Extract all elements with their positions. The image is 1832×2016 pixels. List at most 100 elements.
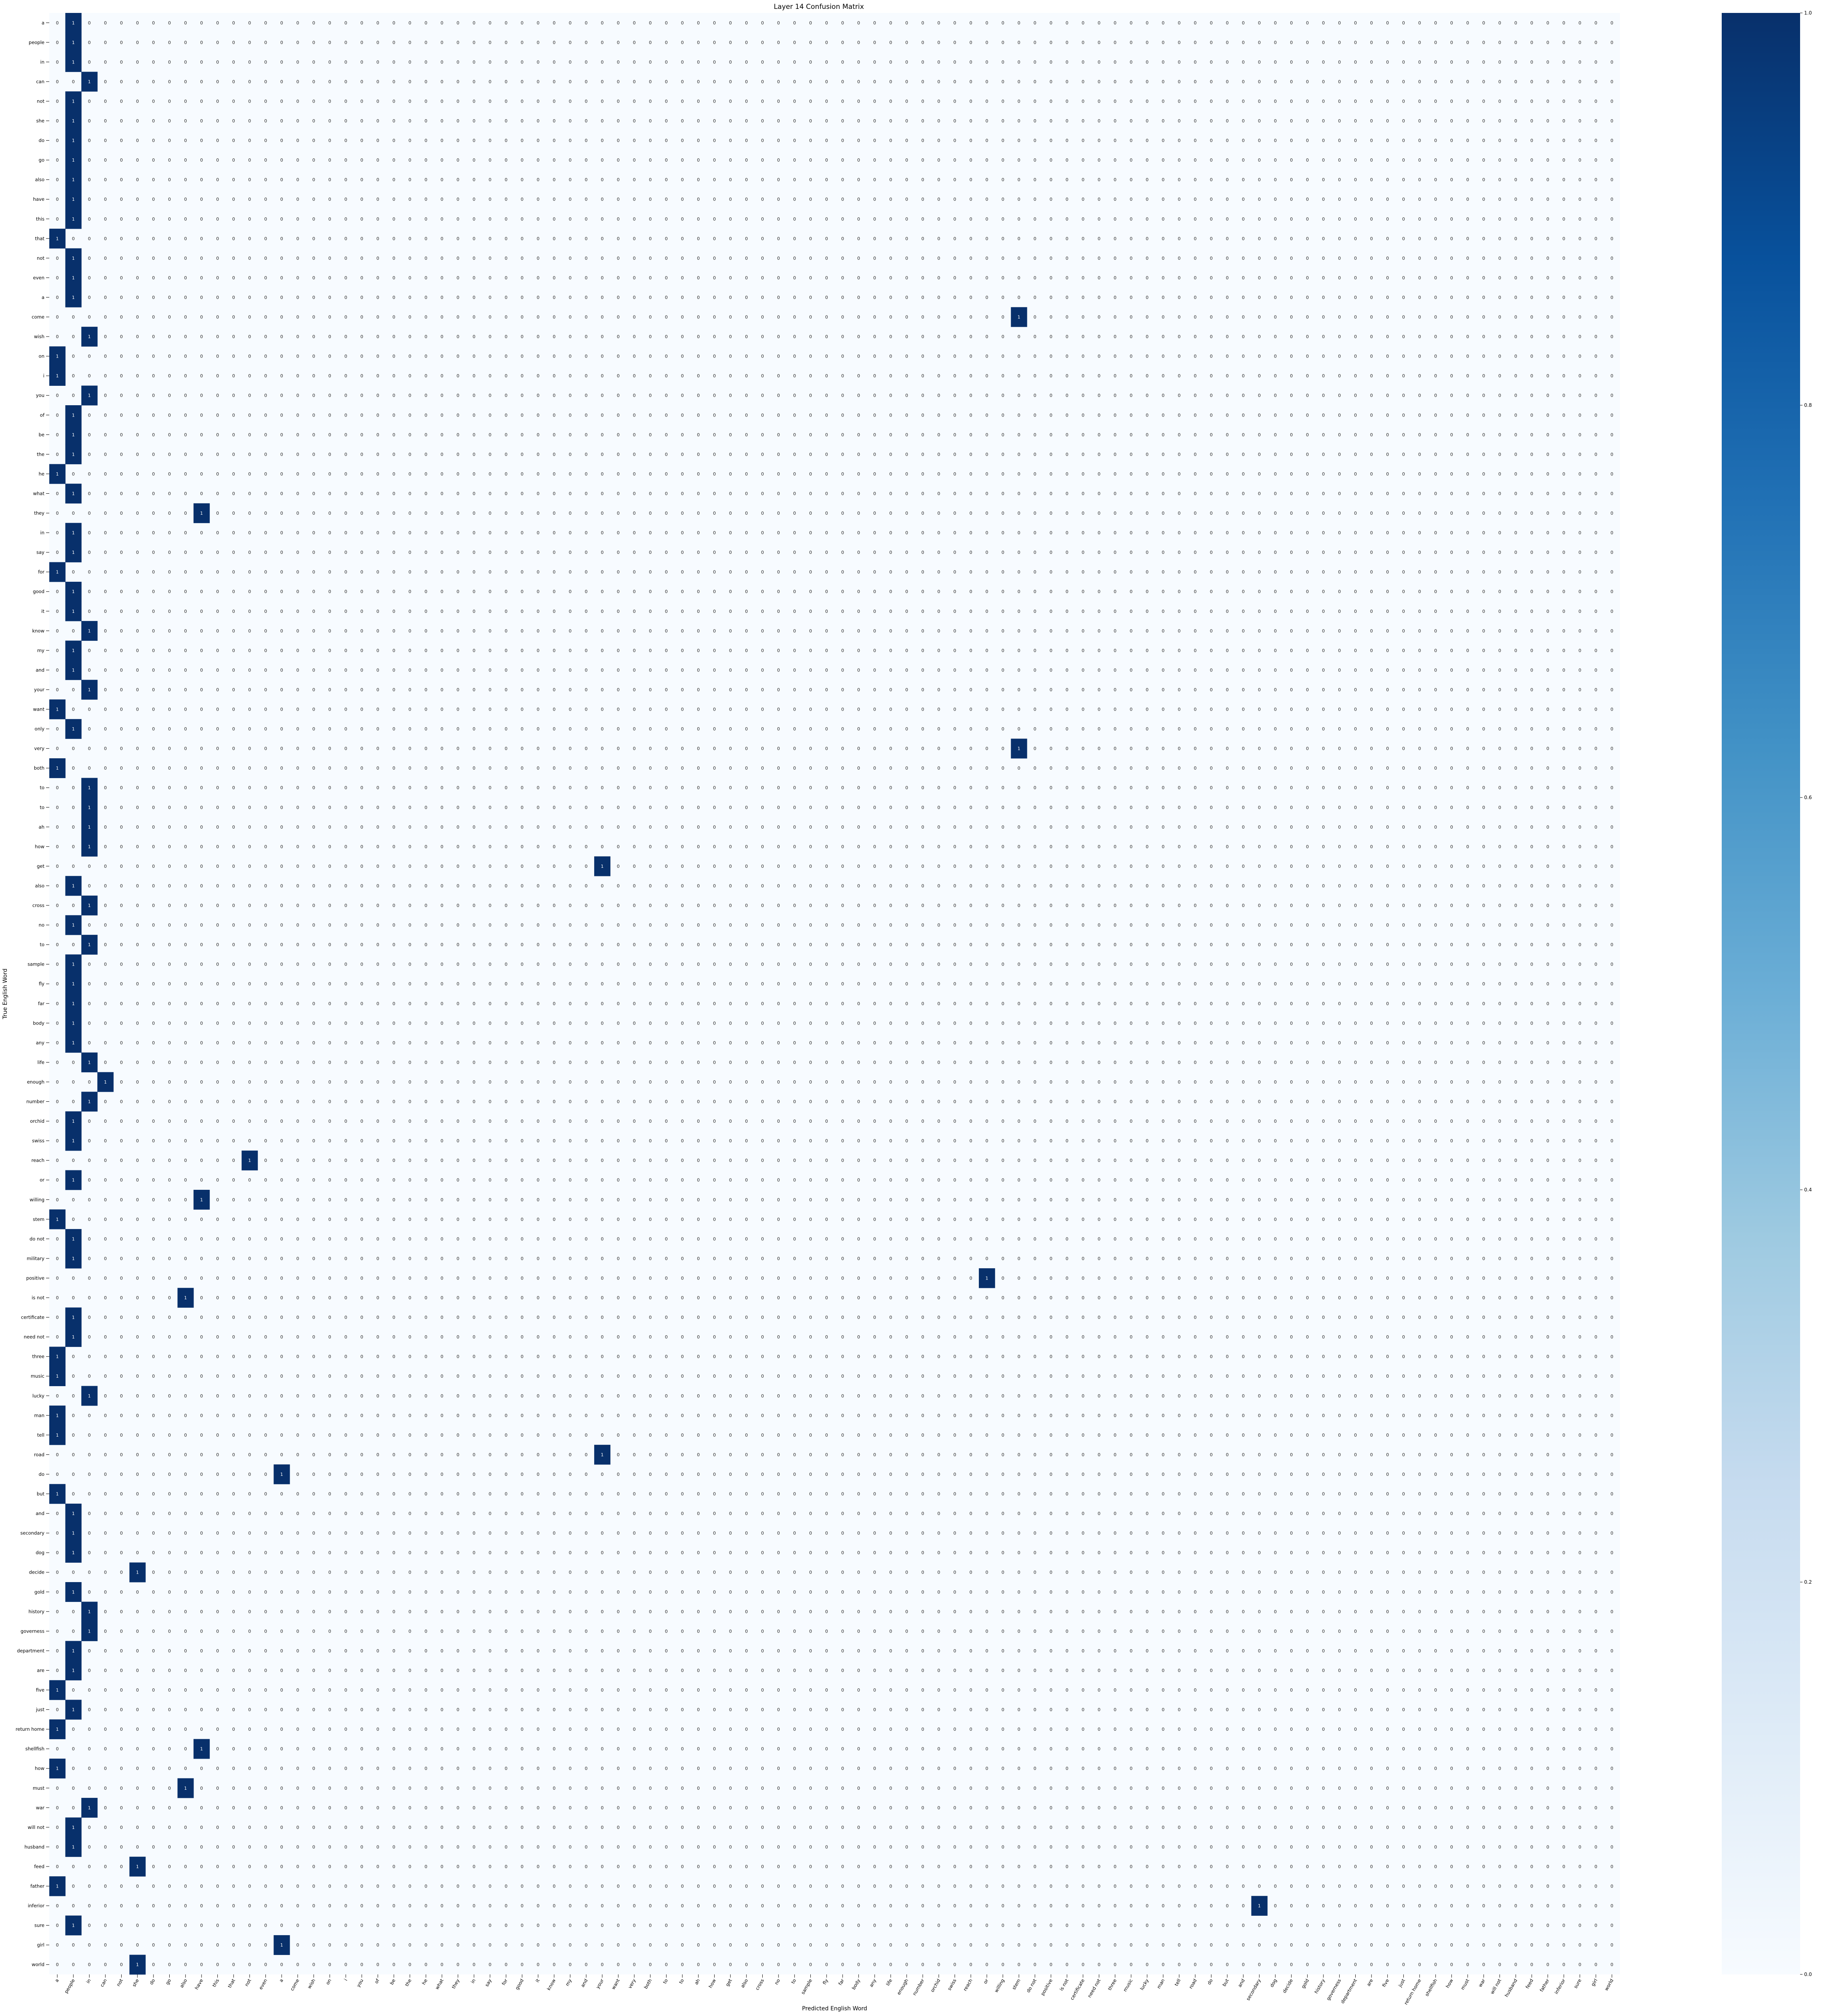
heatmap-cell-label: 0: [200, 589, 203, 594]
heatmap-cell-label: 0: [88, 923, 91, 928]
heatmap-cell-label: 0: [1482, 275, 1485, 280]
heatmap-cell-label: 0: [136, 315, 139, 320]
heatmap-cell-label: 0: [1578, 530, 1581, 536]
heatmap-cell-label: 0: [1146, 99, 1148, 104]
heatmap-cell-label: 0: [585, 432, 588, 438]
heatmap-cell-label: 0: [1033, 256, 1036, 261]
heatmap-cell-label: 0: [1066, 570, 1068, 575]
heatmap-cell-label: 0: [489, 687, 492, 692]
heatmap-cell-label: 0: [1258, 432, 1261, 438]
heatmap-cell-label: 0: [1066, 864, 1068, 869]
heatmap-cell-label: 0: [489, 471, 492, 477]
heatmap-cell-label: 0: [1033, 550, 1036, 555]
heatmap-cell-label: 0: [1386, 99, 1389, 104]
heatmap-cell-label: 0: [1114, 628, 1117, 633]
heatmap-cell-label: 0: [216, 256, 219, 261]
heatmap-cell-label: 0: [1530, 570, 1533, 575]
heatmap-cell-label: 0: [697, 530, 700, 536]
heatmap-cell-label: 0: [1434, 99, 1437, 104]
heatmap-cell-label: 0: [1210, 785, 1213, 791]
heatmap-cell-label: 0: [1081, 295, 1084, 300]
heatmap-cell-label: 0: [456, 746, 459, 751]
heatmap-cell-label: 0: [88, 589, 91, 594]
heatmap-cell-label: 0: [88, 570, 91, 575]
heatmap-cell-label: 0: [937, 59, 940, 65]
heatmap-cell-label: 0: [665, 726, 668, 732]
heatmap-cell-label: 0: [1370, 511, 1373, 516]
heatmap-cell-label: 0: [152, 903, 155, 908]
heatmap-cell-label: 0: [280, 334, 283, 339]
heatmap-cell-label: 0: [793, 825, 796, 830]
heatmap-cell-label: 0: [1129, 864, 1132, 869]
heatmap-cell-label: 0: [168, 412, 171, 418]
heatmap-cell-label: 1: [72, 412, 75, 418]
heatmap-cell-label: 0: [537, 648, 540, 653]
heatmap-cell-label: 0: [392, 609, 395, 614]
heatmap-cell-label: 0: [120, 550, 123, 555]
heatmap-cell-label: 0: [456, 589, 459, 594]
heatmap-cell-label: 0: [1274, 844, 1277, 849]
heatmap-cell-label: 0: [408, 412, 411, 418]
heatmap-cell-label: 0: [777, 589, 780, 594]
heatmap-cell-label: 0: [1338, 40, 1341, 45]
heatmap-cell-label: 0: [280, 511, 283, 516]
heatmap-cell-label: 0: [1050, 236, 1052, 241]
heatmap-cell: [49, 1719, 66, 1739]
heatmap-cell-label: 0: [585, 570, 588, 575]
heatmap-cell-label: 0: [1418, 295, 1421, 300]
heatmap-cell-label: 0: [1434, 432, 1437, 438]
heatmap-cell-label: 0: [841, 432, 844, 438]
heatmap-cell-label: 0: [585, 79, 588, 84]
heatmap-cell-label: 0: [136, 746, 139, 751]
heatmap-cell-label: 0: [200, 962, 203, 967]
heatmap-cell-label: 0: [1162, 118, 1165, 124]
heatmap-cell-label: 0: [168, 79, 171, 84]
heatmap-cell-label: 0: [1210, 707, 1213, 712]
heatmap-cell-label: 0: [1306, 236, 1309, 241]
heatmap-cell-label: 0: [296, 923, 299, 928]
heatmap-cell-label: 0: [1498, 99, 1501, 104]
heatmap-cell-label: 0: [537, 138, 540, 143]
heatmap-cell-label: 0: [793, 864, 796, 869]
heatmap-cell-label: 0: [873, 942, 876, 947]
heatmap-cell-label: 0: [1210, 570, 1213, 575]
heatmap-cell-label: 0: [312, 687, 315, 692]
heatmap-cell-label: 0: [216, 412, 219, 418]
heatmap-cell-label: 0: [1370, 609, 1373, 614]
heatmap-cell-label: 0: [649, 99, 652, 104]
heatmap-cell-label: 0: [456, 511, 459, 516]
heatmap-cell-label: 0: [216, 275, 219, 280]
heatmap-cell-label: 0: [200, 452, 203, 457]
heatmap-cell-label: 0: [713, 20, 716, 25]
heatmap-cell-label: 0: [1338, 628, 1341, 633]
heatmap-cell-label: 0: [1146, 530, 1148, 536]
heatmap-cell-label: 0: [1370, 687, 1373, 692]
heatmap-cell-label: 0: [953, 40, 956, 45]
heatmap-cell-label: 0: [1033, 471, 1036, 477]
heatmap-cell-label: 0: [232, 570, 235, 575]
heatmap-cell-label: 0: [617, 59, 620, 65]
heatmap-cell-label: 0: [168, 628, 171, 633]
heatmap-cell-label: 0: [168, 99, 171, 104]
heatmap-cell-label: 0: [248, 981, 251, 987]
heatmap-cell-label: 0: [1514, 766, 1517, 771]
heatmap-cell-label: 0: [953, 295, 956, 300]
heatmap-cell: [65, 1111, 82, 1131]
heatmap-cell-label: 0: [713, 864, 716, 869]
heatmap-cell-label: 0: [970, 471, 972, 477]
heatmap-cell-label: 0: [1530, 864, 1533, 869]
heatmap-cell-label: 0: [312, 530, 315, 536]
heatmap-cell-label: 0: [441, 197, 444, 202]
heatmap-cell-label: 0: [697, 315, 700, 320]
heatmap-cell-label: 0: [585, 217, 588, 222]
heatmap-cell-label: 0: [553, 59, 555, 65]
heatmap-cell-label: 0: [312, 373, 315, 379]
heatmap-cell-label: 0: [264, 236, 267, 241]
heatmap-cell-label: 0: [985, 354, 988, 359]
heatmap-cell-label: 0: [1018, 923, 1020, 928]
heatmap-cell-label: 0: [360, 726, 363, 732]
heatmap-cell-label: 0: [761, 99, 764, 104]
heatmap-cell-label: 0: [921, 197, 924, 202]
heatmap-cell-label: 0: [937, 746, 940, 751]
heatmap-cell-label: 0: [264, 275, 267, 280]
